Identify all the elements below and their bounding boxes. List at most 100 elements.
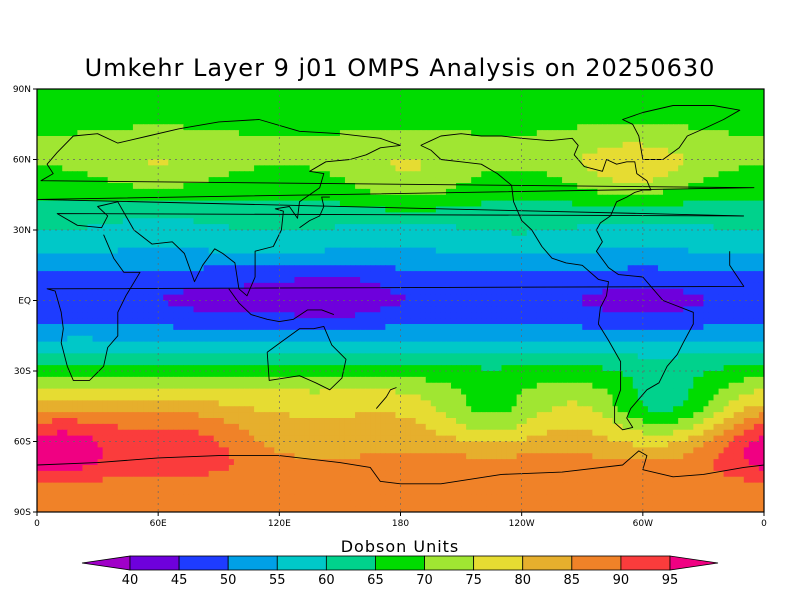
heat-cell <box>450 241 457 249</box>
heat-cell <box>264 212 270 219</box>
heat-cell <box>728 247 735 255</box>
heat-cell <box>344 141 351 149</box>
heat-cell <box>117 94 124 102</box>
heat-cell <box>400 224 407 231</box>
heat-cell <box>158 177 164 184</box>
heat-cell <box>425 124 432 131</box>
heat-cell <box>350 100 356 108</box>
heat-cell <box>430 206 437 213</box>
heat-cell <box>259 206 265 213</box>
heat-cell <box>683 165 689 172</box>
heat-cell <box>72 253 78 260</box>
heat-cell <box>405 130 412 137</box>
heat-cell <box>536 271 543 278</box>
heat-cell <box>753 124 760 131</box>
heat-cell <box>562 147 568 155</box>
heat-cell <box>92 259 99 266</box>
heat-cell <box>173 159 179 166</box>
heat-cell <box>173 177 179 184</box>
heat-cell <box>233 100 240 108</box>
heat-cell <box>238 230 245 237</box>
heat-cell <box>279 206 285 213</box>
heat-cell <box>289 124 296 131</box>
heat-cell <box>713 141 720 149</box>
heat-cell <box>627 224 634 231</box>
heat-cell <box>163 165 169 172</box>
heat-cell <box>622 177 629 184</box>
heat-cell <box>188 177 195 184</box>
heat-cell <box>481 100 487 108</box>
heat-cell <box>486 159 492 166</box>
heat-cell <box>188 265 195 272</box>
heat-cell <box>370 218 376 225</box>
heat-cell <box>57 171 63 178</box>
heat-cell <box>188 106 195 114</box>
heat-cell <box>703 147 710 155</box>
heat-cell <box>279 288 285 296</box>
heat-cell <box>82 106 89 114</box>
heat-cell <box>355 136 361 143</box>
heat-cell <box>264 141 270 149</box>
heat-cell <box>728 177 735 184</box>
heat-cell <box>420 177 427 184</box>
heat-cell <box>536 130 543 137</box>
heat-cell <box>541 177 548 184</box>
heat-cell <box>415 141 422 149</box>
heat-cell <box>602 153 609 161</box>
heat-cell <box>233 277 240 284</box>
heat-cell <box>238 106 245 114</box>
heat-cell <box>92 188 99 196</box>
heat-cell <box>435 136 442 143</box>
heat-cell <box>758 141 764 149</box>
heat-cell <box>324 89 331 96</box>
heat-cell <box>425 277 432 284</box>
heat-cell <box>87 177 94 184</box>
heat-cell <box>193 89 200 96</box>
heat-cell <box>365 206 371 213</box>
heat-cell <box>72 277 78 284</box>
heat-cell <box>47 247 53 255</box>
heat-cell <box>163 218 169 225</box>
heat-cell <box>723 188 730 196</box>
heat-cell <box>92 200 99 208</box>
heat-cell <box>536 194 543 202</box>
heat-cell <box>87 106 94 114</box>
heat-cell <box>243 94 250 102</box>
heat-cell <box>62 265 68 272</box>
heat-cell <box>355 200 361 208</box>
heat-cell <box>652 247 659 255</box>
heat-cell <box>87 165 94 172</box>
heat-cell <box>203 130 210 137</box>
heat-cell <box>153 259 159 266</box>
heat-cell <box>117 153 124 161</box>
heat-cell <box>713 247 720 255</box>
heat-cell <box>597 247 604 255</box>
heat-cell <box>557 218 563 225</box>
heat-cell <box>456 100 462 108</box>
heat-cell <box>551 183 558 190</box>
heat-cell <box>557 253 563 260</box>
heat-cell <box>531 124 538 131</box>
heat-cell <box>269 277 275 284</box>
heat-cell <box>693 200 699 208</box>
heat-cell <box>466 271 472 278</box>
heat-cell <box>703 224 710 231</box>
heat-cell <box>304 235 311 243</box>
heat-cell <box>587 271 593 278</box>
heat-cell <box>511 100 518 108</box>
heat-cell <box>178 100 185 108</box>
heat-cell <box>647 94 654 102</box>
heat-cell <box>294 230 301 237</box>
heat-cell <box>203 106 210 114</box>
heat-cell <box>471 277 477 284</box>
heat-cell <box>243 265 250 272</box>
heat-cell <box>698 147 705 155</box>
heat-cell <box>37 94 43 102</box>
heat-cell <box>344 277 351 284</box>
heat-cell <box>642 106 649 114</box>
heat-cell <box>592 177 598 184</box>
heat-cell <box>102 247 109 255</box>
heat-cell <box>657 94 664 102</box>
heat-cell <box>314 118 321 125</box>
heat-cell <box>536 124 543 131</box>
